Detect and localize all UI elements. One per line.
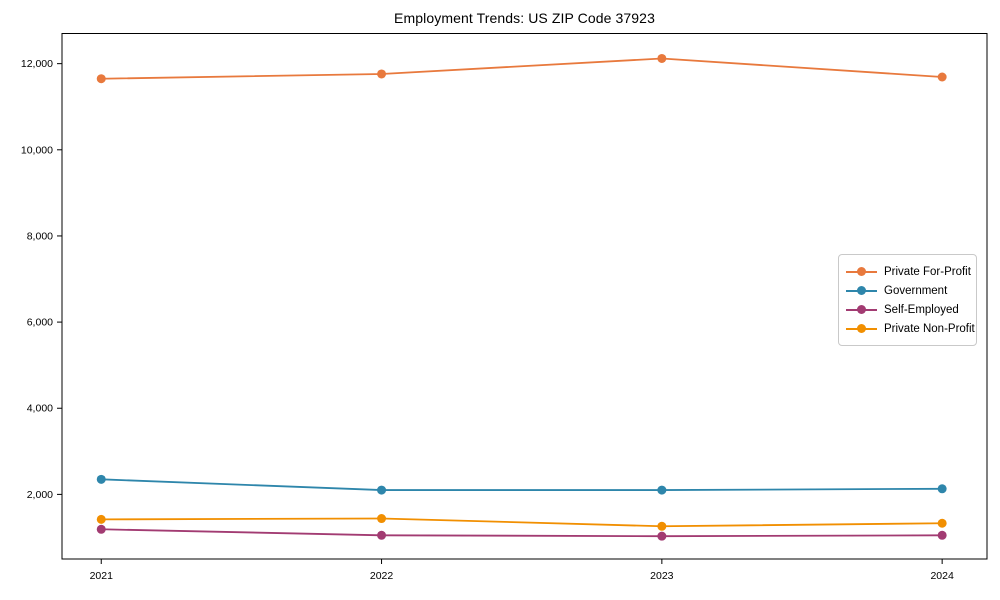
data-point-government-2021: [96, 474, 106, 484]
x-tick-label: 2022: [370, 570, 394, 582]
y-tick-label: 10,000: [21, 144, 53, 156]
plot-border: [61, 33, 988, 560]
x-tick-label: 2023: [650, 570, 674, 582]
chart-legend: Private For-Profit Government Self-Employe…: [838, 254, 977, 346]
data-point-self-employed-2021: [96, 524, 106, 534]
legend-item-self-employed: Self-Employed: [846, 300, 970, 319]
data-point-private-for-profit-2021: [96, 74, 106, 84]
y-tick-label: 6,000: [27, 317, 53, 329]
legend-item-private-non-profit: Private Non-Profit: [846, 319, 975, 338]
y-tick-label: 2,000: [27, 489, 53, 501]
legend-label: Private For-Profit: [884, 265, 971, 278]
chart-title: Employment Trends: US ZIP Code 37923: [394, 10, 655, 26]
y-tick-label: 8,000: [27, 230, 53, 242]
legend-label: Self-Employed: [884, 303, 959, 316]
data-point-self-employed-2024: [937, 530, 947, 540]
legend-marker-icon: [846, 304, 877, 315]
legend-label: Private Non-Profit: [884, 322, 975, 335]
data-point-self-employed-2022: [377, 530, 387, 540]
data-point-private-non-profit-2024: [937, 518, 947, 528]
data-point-private-non-profit-2023: [657, 521, 667, 531]
series-line-self-employed: [100, 528, 944, 538]
data-point-private-non-profit-2022: [377, 514, 387, 524]
x-tick-label: 2024: [930, 570, 954, 582]
series-line-private-non-profit: [100, 517, 944, 528]
series-line-private-for-profit: [100, 57, 944, 80]
data-point-government-2024: [937, 484, 947, 494]
data-point-private-non-profit-2021: [96, 514, 106, 524]
data-point-self-employed-2023: [657, 531, 667, 541]
legend-item-government: Government: [846, 281, 970, 300]
legend-marker-icon: [846, 266, 877, 277]
x-tick-label: 2021: [90, 570, 114, 582]
legend-label: Government: [884, 284, 948, 297]
data-point-government-2023: [657, 485, 667, 495]
legend-item-private-for-profit: Private For-Profit: [846, 262, 971, 281]
y-tick-label: 4,000: [27, 403, 53, 415]
data-point-private-for-profit-2023: [657, 53, 667, 63]
data-point-private-for-profit-2022: [377, 69, 387, 79]
series-line-government: [100, 478, 944, 491]
legend-marker-icon: [846, 323, 877, 334]
legend-marker-icon: [846, 285, 877, 296]
y-tick-label: 12,000: [21, 58, 53, 70]
data-point-government-2022: [377, 485, 387, 495]
data-point-private-for-profit-2024: [937, 72, 947, 82]
